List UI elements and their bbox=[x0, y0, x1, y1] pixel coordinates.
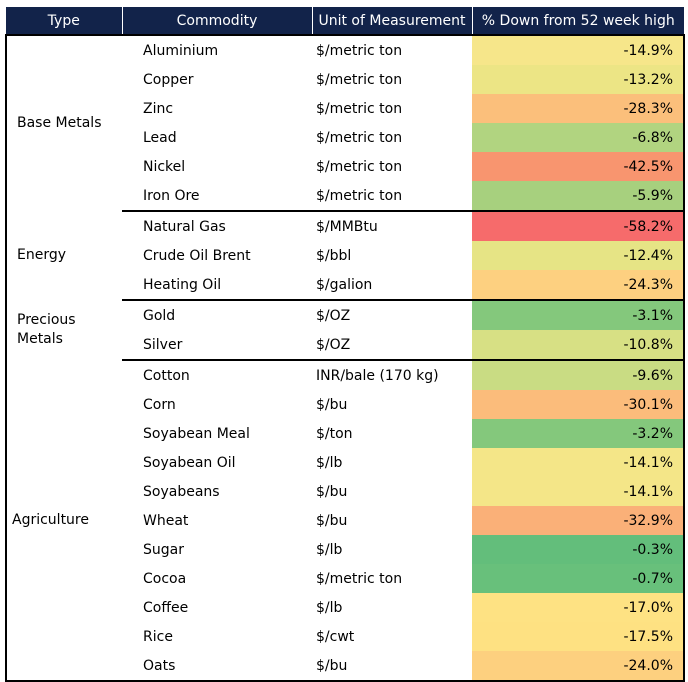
unit-cell: $/bu bbox=[316, 512, 348, 529]
unit-cell: $/lb bbox=[316, 599, 343, 616]
table-row: Cocoa $/metric ton -0.7% bbox=[6, 564, 684, 593]
commodity-cell: Iron Ore bbox=[122, 181, 312, 212]
table-row: Crude Oil Brent $/bbl -12.4% bbox=[6, 241, 684, 270]
commodity-cell: Cotton bbox=[143, 367, 190, 384]
table-row: Heating Oil $/galion -24.3% bbox=[6, 270, 684, 301]
unit-cell: $/lb bbox=[316, 541, 343, 558]
commodity-cell: Copper bbox=[143, 71, 194, 88]
pct-down-cell: -14.9% bbox=[472, 35, 684, 65]
commodity-cell: Gold bbox=[143, 307, 176, 324]
header-unit: Unit of Measurement bbox=[311, 7, 472, 35]
commodity-cell: Natural Gas bbox=[143, 218, 226, 235]
table-row: Precious Metals Gold $/OZ -3.1% bbox=[6, 300, 684, 347]
pct-down-cell: -42.5% bbox=[472, 152, 684, 181]
pct-down-cell: -32.9% bbox=[472, 506, 684, 535]
table-body: Base Metals Aluminium $/metric ton -14.9% Co… bbox=[6, 35, 684, 682]
pct-down-cell: -14.1% bbox=[472, 448, 684, 477]
pct-down-cell: -58.2% bbox=[472, 211, 684, 241]
commodity-cell: Rice bbox=[143, 628, 173, 645]
commodity-cell: Wheat bbox=[143, 512, 189, 529]
header-type: Type bbox=[6, 7, 122, 35]
unit-cell: $/bu bbox=[316, 483, 348, 500]
unit-cell: $/lb bbox=[316, 454, 343, 471]
type-cell: Energy bbox=[17, 247, 67, 263]
table-row: Iron Ore $/metric ton -5.9% bbox=[6, 181, 684, 212]
unit-cell: $/metric ton bbox=[312, 181, 472, 212]
table-row: Wheat $/bu -32.9% bbox=[6, 506, 684, 535]
unit-cell: $/MMBtu bbox=[316, 218, 378, 235]
unit-cell: $/galion bbox=[312, 270, 472, 301]
type-cell: Precious Metals bbox=[17, 312, 76, 347]
pct-down-cell: -24.0% bbox=[472, 651, 684, 682]
commodity-cell: Soyabean Oil bbox=[143, 454, 236, 471]
commodity-cell: Soyabean Meal bbox=[143, 425, 250, 442]
table-row: Soyabean Oil $/lb -14.1% bbox=[6, 448, 684, 477]
pct-down-cell: -0.7% bbox=[472, 564, 684, 593]
table-row: Energy Natural Gas $/MMBtu -58.2% bbox=[6, 211, 684, 263]
commodity-cell: Nickel bbox=[143, 158, 186, 175]
header-pct-down: % Down from 52 week high bbox=[471, 7, 684, 35]
commodity-cell: Cocoa bbox=[143, 570, 187, 587]
unit-cell: $/bu bbox=[316, 396, 348, 413]
commodity-cell: Coffee bbox=[143, 599, 189, 616]
unit-cell: $/bu bbox=[312, 651, 472, 682]
unit-cell: $/metric ton bbox=[316, 129, 403, 146]
pct-down-cell: -10.8% bbox=[472, 330, 684, 361]
table-row: Zinc $/metric ton -28.3% bbox=[6, 94, 684, 123]
header-commodity: Commodity bbox=[121, 7, 312, 35]
commodity-cell: Heating Oil bbox=[122, 270, 312, 301]
unit-cell: $/metric ton bbox=[316, 158, 403, 175]
table-header: Type Commodity Unit of Measurement % Dow… bbox=[6, 7, 684, 35]
commodity-table: Type Commodity Unit of Measurement % Dow… bbox=[5, 7, 685, 682]
table-row: Lead $/metric ton -6.8% bbox=[6, 123, 684, 152]
pct-down-cell: -12.4% bbox=[472, 241, 684, 270]
table-row: Corn $/bu -30.1% bbox=[6, 390, 684, 419]
unit-cell: $/metric ton bbox=[316, 100, 403, 117]
pct-down-cell: -9.6% bbox=[472, 360, 684, 390]
commodity-cell: Oats bbox=[122, 651, 312, 682]
commodity-cell: Aluminium bbox=[143, 42, 219, 59]
unit-cell: $/bbl bbox=[316, 247, 352, 264]
table-row: Coffee $/lb -17.0% bbox=[6, 593, 684, 622]
table-row: Soyabeans $/bu -14.1% bbox=[6, 477, 684, 506]
commodity-cell: Sugar bbox=[143, 541, 184, 558]
commodity-cell: Lead bbox=[143, 129, 177, 146]
unit-cell: $/OZ bbox=[312, 330, 472, 361]
pct-down-cell: -17.0% bbox=[472, 593, 684, 622]
pct-down-cell: -30.1% bbox=[472, 390, 684, 419]
pct-down-cell: -28.3% bbox=[472, 94, 684, 123]
pct-down-cell: -3.1% bbox=[472, 300, 684, 330]
pct-down-cell: -24.3% bbox=[472, 270, 684, 301]
pct-down-cell: -6.8% bbox=[472, 123, 684, 152]
table-row: Sugar $/lb -0.3% bbox=[6, 535, 684, 564]
unit-cell: $/metric ton bbox=[316, 71, 403, 88]
table-row: Copper $/metric ton -13.2% bbox=[6, 65, 684, 94]
type-cell: Base Metals bbox=[17, 115, 102, 131]
table-row: Base Metals Aluminium $/metric ton -14.9% bbox=[6, 35, 684, 131]
unit-cell: INR/bale (170 kg) bbox=[316, 367, 439, 384]
pct-down-cell: -17.5% bbox=[472, 622, 684, 651]
table-row: Nickel $/metric ton -42.5% bbox=[6, 152, 684, 181]
pct-down-cell: -5.9% bbox=[472, 181, 684, 212]
table-row: Agriculture Cotton INR/bale (170 kg) -9.6% bbox=[6, 360, 684, 528]
commodity-cell: Soyabeans bbox=[143, 483, 220, 500]
commodity-cell: Zinc bbox=[143, 100, 174, 117]
pct-down-cell: -0.3% bbox=[472, 535, 684, 564]
unit-cell: $/cwt bbox=[316, 628, 355, 645]
commodity-cell: Silver bbox=[122, 330, 312, 361]
commodity-cell: Corn bbox=[143, 396, 176, 413]
unit-cell: $/metric ton bbox=[316, 42, 403, 59]
commodity-cell: Crude Oil Brent bbox=[143, 247, 251, 264]
unit-cell: $/OZ bbox=[316, 307, 351, 324]
unit-cell: $/ton bbox=[316, 425, 353, 442]
table-row: Rice $/cwt -17.5% bbox=[6, 622, 684, 651]
type-cell: Agriculture bbox=[12, 511, 89, 528]
pct-down-cell: -13.2% bbox=[472, 65, 684, 94]
unit-cell: $/metric ton bbox=[316, 570, 403, 587]
table-row: Silver $/OZ -10.8% bbox=[6, 330, 684, 361]
pct-down-cell: -3.2% bbox=[472, 419, 684, 448]
pct-down-cell: -14.1% bbox=[472, 477, 684, 506]
table-row: Soyabean Meal $/ton -3.2% bbox=[6, 419, 684, 448]
